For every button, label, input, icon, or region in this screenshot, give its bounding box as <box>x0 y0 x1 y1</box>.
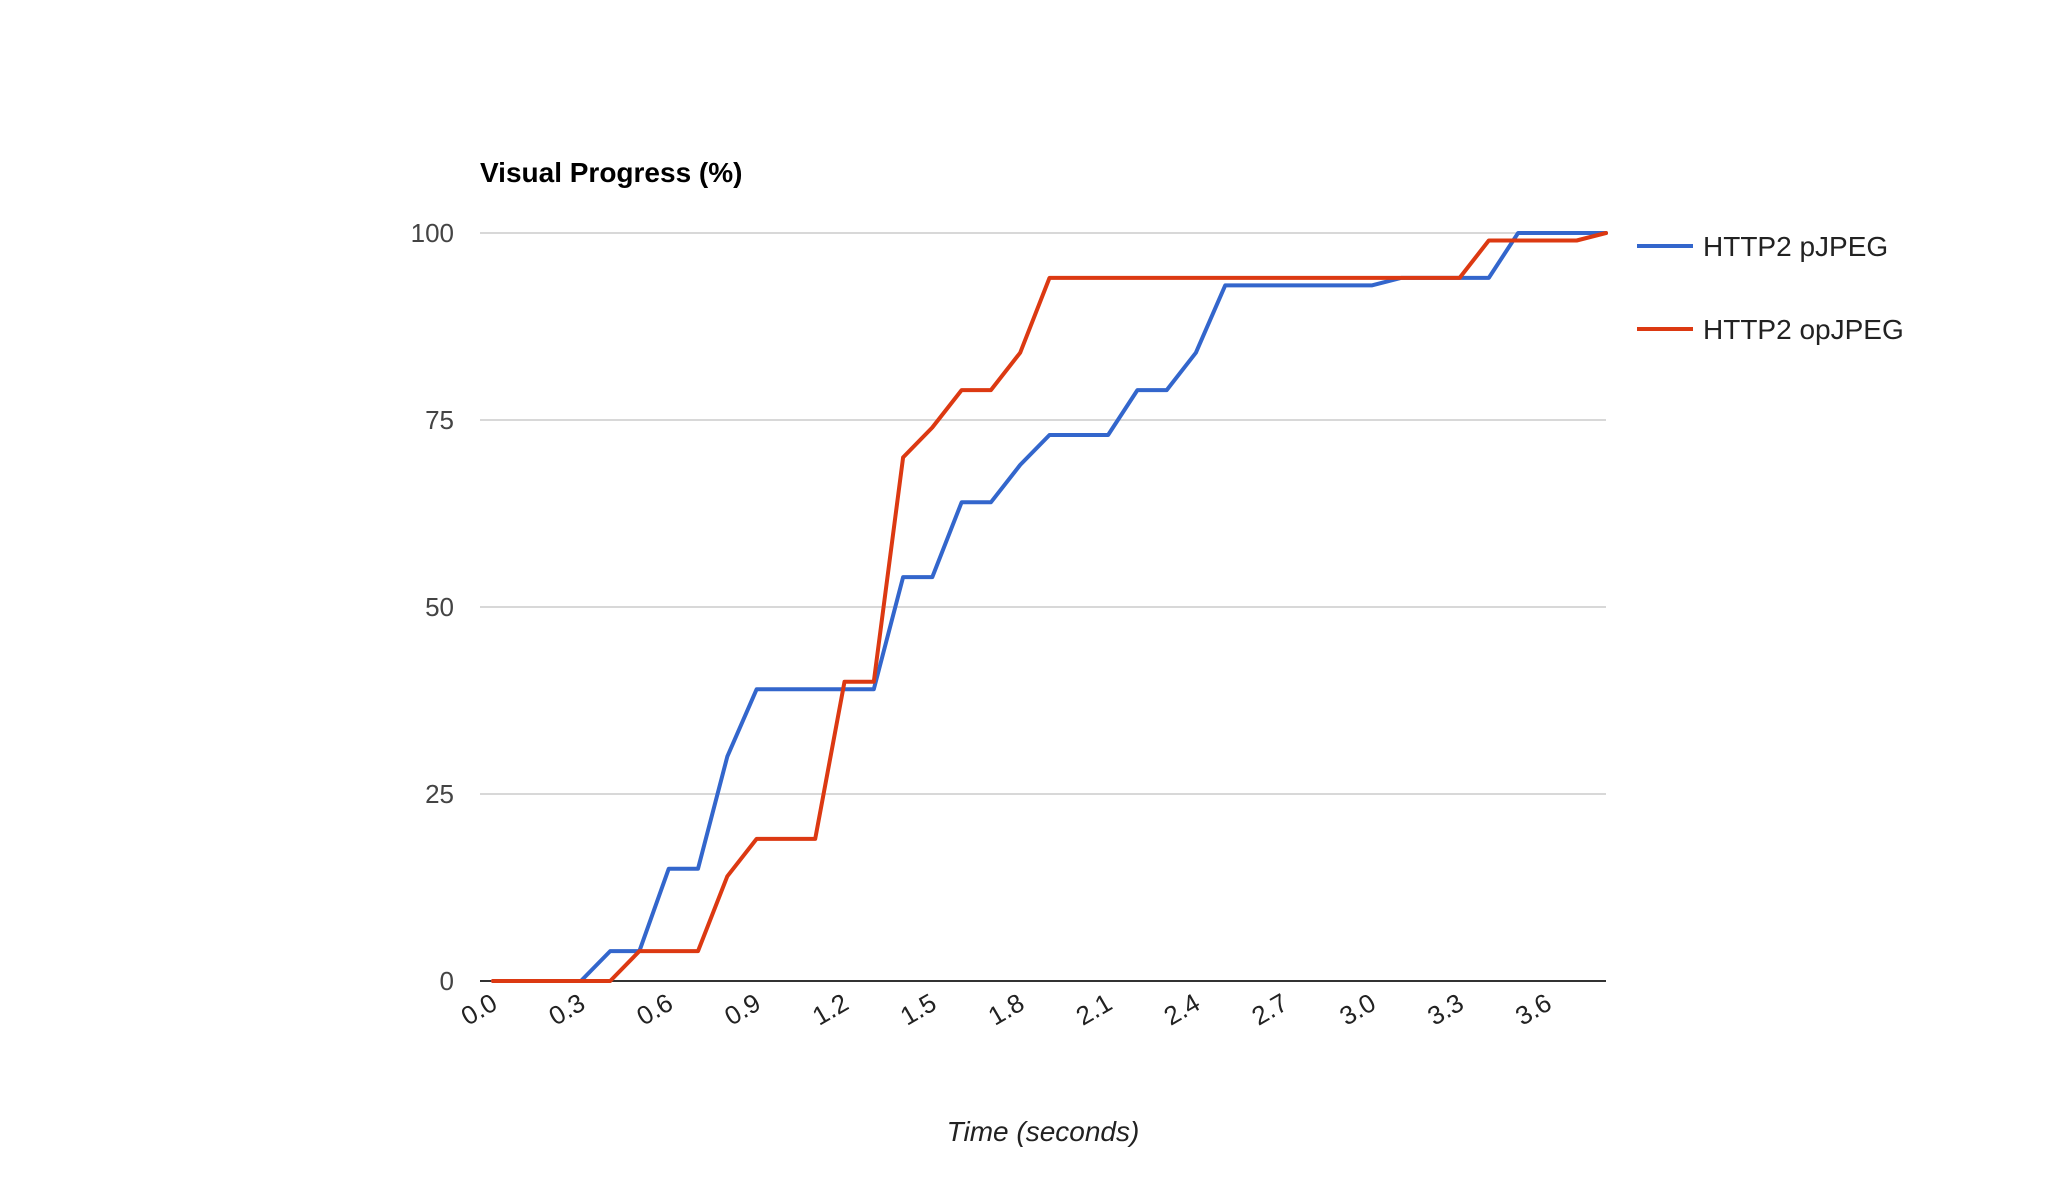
y-tick-label: 75 <box>425 405 454 435</box>
x-tick-label: 3.6 <box>1510 987 1556 1031</box>
legend: HTTP2 pJPEG HTTP2 opJPEG <box>1637 231 1904 345</box>
series-line-2 <box>491 231 1608 983</box>
x-tick-label: 1.8 <box>983 987 1029 1031</box>
legend-label: HTTP2 pJPEG <box>1703 231 1888 262</box>
x-tick-label: 3.3 <box>1422 987 1468 1031</box>
y-tick-label: 50 <box>425 592 454 622</box>
y-axis-ticks: 0 25 50 75 100 <box>411 218 454 996</box>
x-tick-label: 1.5 <box>895 987 941 1031</box>
x-tick-label: 1.2 <box>807 987 853 1031</box>
y-tick-label: 25 <box>425 779 454 809</box>
x-tick-label: 3.0 <box>1334 987 1380 1031</box>
plot-area <box>491 231 1608 983</box>
legend-label: HTTP2 opJPEG <box>1703 314 1904 345</box>
chart-title: Visual Progress (%) <box>480 157 742 188</box>
x-axis-label: Time (seconds) <box>947 1116 1140 1147</box>
x-tick-label: 0.0 <box>456 987 502 1031</box>
y-tick-label: 0 <box>440 966 454 996</box>
x-tick-label: 0.6 <box>631 987 677 1031</box>
x-tick-label: 2.1 <box>1071 987 1117 1031</box>
x-tick-label: 2.4 <box>1159 987 1205 1031</box>
y-gridlines <box>480 232 1606 982</box>
x-tick-label: 0.3 <box>544 987 590 1031</box>
y-tick-label: 100 <box>411 218 454 248</box>
x-tick-label: 0.9 <box>719 987 765 1031</box>
x-axis-ticks: 0.0 0.3 0.6 0.9 1.2 1.5 1.8 2.1 2.4 2.7 3.0 3.3 3.6 <box>456 987 1557 1031</box>
x-tick-label: 2.7 <box>1247 987 1293 1031</box>
